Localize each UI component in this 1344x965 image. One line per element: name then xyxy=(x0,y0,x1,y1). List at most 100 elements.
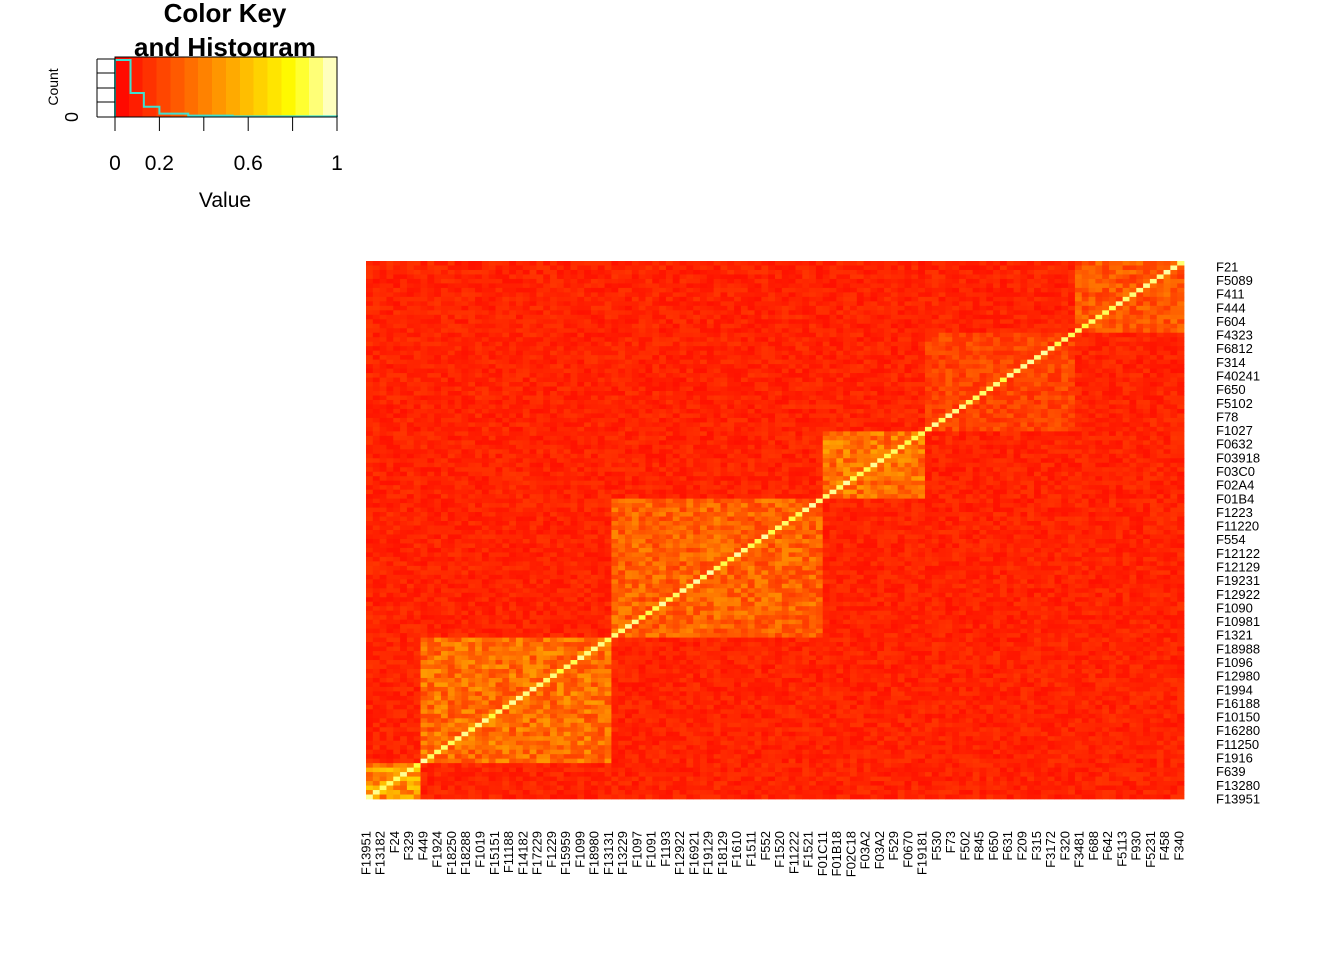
heatmap-cell xyxy=(543,431,550,436)
heatmap-cell xyxy=(809,364,816,369)
heatmap-cell xyxy=(489,315,496,320)
heatmap-cell xyxy=(973,337,980,342)
heatmap-cell xyxy=(523,378,530,383)
heatmap-cell xyxy=(366,440,373,445)
heatmap-cell xyxy=(680,440,687,445)
heatmap-cell xyxy=(850,391,857,396)
heatmap-cell xyxy=(823,337,830,342)
heatmap-cell xyxy=(489,265,496,270)
heatmap-cell xyxy=(1041,261,1048,266)
heatmap-cell xyxy=(870,333,877,338)
heatmap-cell xyxy=(755,306,762,311)
heatmap-cell xyxy=(421,445,428,450)
heatmap-cell xyxy=(945,422,952,427)
heatmap-cell xyxy=(1170,436,1177,441)
heatmap-cell xyxy=(864,364,871,369)
heatmap-cell xyxy=(741,400,748,405)
heatmap-cell xyxy=(741,328,748,333)
heatmap-cell xyxy=(952,360,959,365)
heatmap-cell xyxy=(864,274,871,279)
heatmap-cell xyxy=(973,369,980,374)
heatmap-cell xyxy=(1109,382,1116,387)
heatmap-cell xyxy=(775,391,782,396)
heatmap-cell xyxy=(632,328,639,333)
heatmap-cell xyxy=(659,283,666,288)
heatmap-cell xyxy=(707,378,714,383)
heatmap-cell xyxy=(475,422,482,427)
heatmap-cell xyxy=(584,396,591,401)
heatmap-cell xyxy=(502,310,509,315)
heatmap-cell xyxy=(1075,297,1082,302)
heatmap-cell xyxy=(768,422,775,427)
heatmap-cell xyxy=(830,315,837,320)
heatmap-cell xyxy=(836,306,843,311)
heatmap-cell xyxy=(823,292,830,297)
heatmap-cell xyxy=(373,274,380,279)
heatmap-cell xyxy=(680,306,687,311)
heatmap-cell xyxy=(830,373,837,378)
heatmap-cell xyxy=(1089,396,1096,401)
heatmap-cell xyxy=(509,387,516,392)
heatmap-cell xyxy=(414,351,421,356)
heatmap-cell xyxy=(891,391,898,396)
heatmap-cell xyxy=(993,261,1000,266)
heatmap-cell xyxy=(782,315,789,320)
heatmap-cell xyxy=(400,288,407,293)
heatmap-cell xyxy=(577,306,584,311)
heatmap-cell xyxy=(1116,355,1123,360)
heatmap-cell xyxy=(455,337,462,342)
heatmap-cell xyxy=(980,306,987,311)
heatmap-cell xyxy=(496,418,503,423)
heatmap-cell xyxy=(748,265,755,270)
heatmap-cell xyxy=(836,440,843,445)
heatmap-cell xyxy=(1014,346,1021,351)
heatmap-cell xyxy=(1123,413,1130,418)
heatmap-cell xyxy=(1020,364,1027,369)
heatmap-cell xyxy=(911,382,918,387)
heatmap-cell xyxy=(421,355,428,360)
heatmap-cell xyxy=(959,283,966,288)
heatmap-cell xyxy=(925,355,932,360)
heatmap-cell xyxy=(973,310,980,315)
heatmap-cell xyxy=(482,270,489,275)
heatmap-cell xyxy=(836,283,843,288)
heatmap-cell xyxy=(618,436,625,441)
heatmap-cell xyxy=(550,337,557,342)
heatmap-cell xyxy=(843,413,850,418)
heatmap-cell xyxy=(802,387,809,392)
heatmap-cell xyxy=(414,369,421,374)
heatmap-cell xyxy=(652,378,659,383)
heatmap-cell xyxy=(427,355,434,360)
heatmap-cell xyxy=(605,409,612,414)
heatmap-cell xyxy=(714,400,721,405)
heatmap-cell xyxy=(543,355,550,360)
heatmap-cell xyxy=(884,391,891,396)
heatmap-cell xyxy=(611,364,618,369)
heatmap-cell xyxy=(482,396,489,401)
heatmap-cell xyxy=(1061,431,1068,436)
heatmap-cell xyxy=(1020,387,1027,392)
heatmap-cell xyxy=(1150,306,1157,311)
heatmap-cell xyxy=(407,431,414,436)
heatmap-cell xyxy=(1020,418,1027,423)
heatmap-cell xyxy=(393,364,400,369)
heatmap-cell xyxy=(986,265,993,270)
heatmap-cell xyxy=(591,279,598,284)
heatmap-cell xyxy=(645,440,652,445)
heatmap-cell xyxy=(1129,319,1136,324)
heatmap-cell xyxy=(864,436,871,441)
heatmap-cell xyxy=(925,422,932,427)
heatmap-cell xyxy=(516,315,523,320)
heatmap-cell xyxy=(932,360,939,365)
heatmap-cell xyxy=(986,378,993,383)
heatmap-cell xyxy=(680,333,687,338)
heatmap-cell xyxy=(1075,400,1082,405)
heatmap-cell xyxy=(673,351,680,356)
heatmap-cell xyxy=(632,324,639,329)
heatmap-cell xyxy=(523,436,530,441)
heatmap-cell xyxy=(700,351,707,356)
heatmap-cell xyxy=(905,364,912,369)
heatmap-cell xyxy=(945,333,952,338)
heatmap-cell xyxy=(1129,364,1136,369)
heatmap-cell xyxy=(686,274,693,279)
